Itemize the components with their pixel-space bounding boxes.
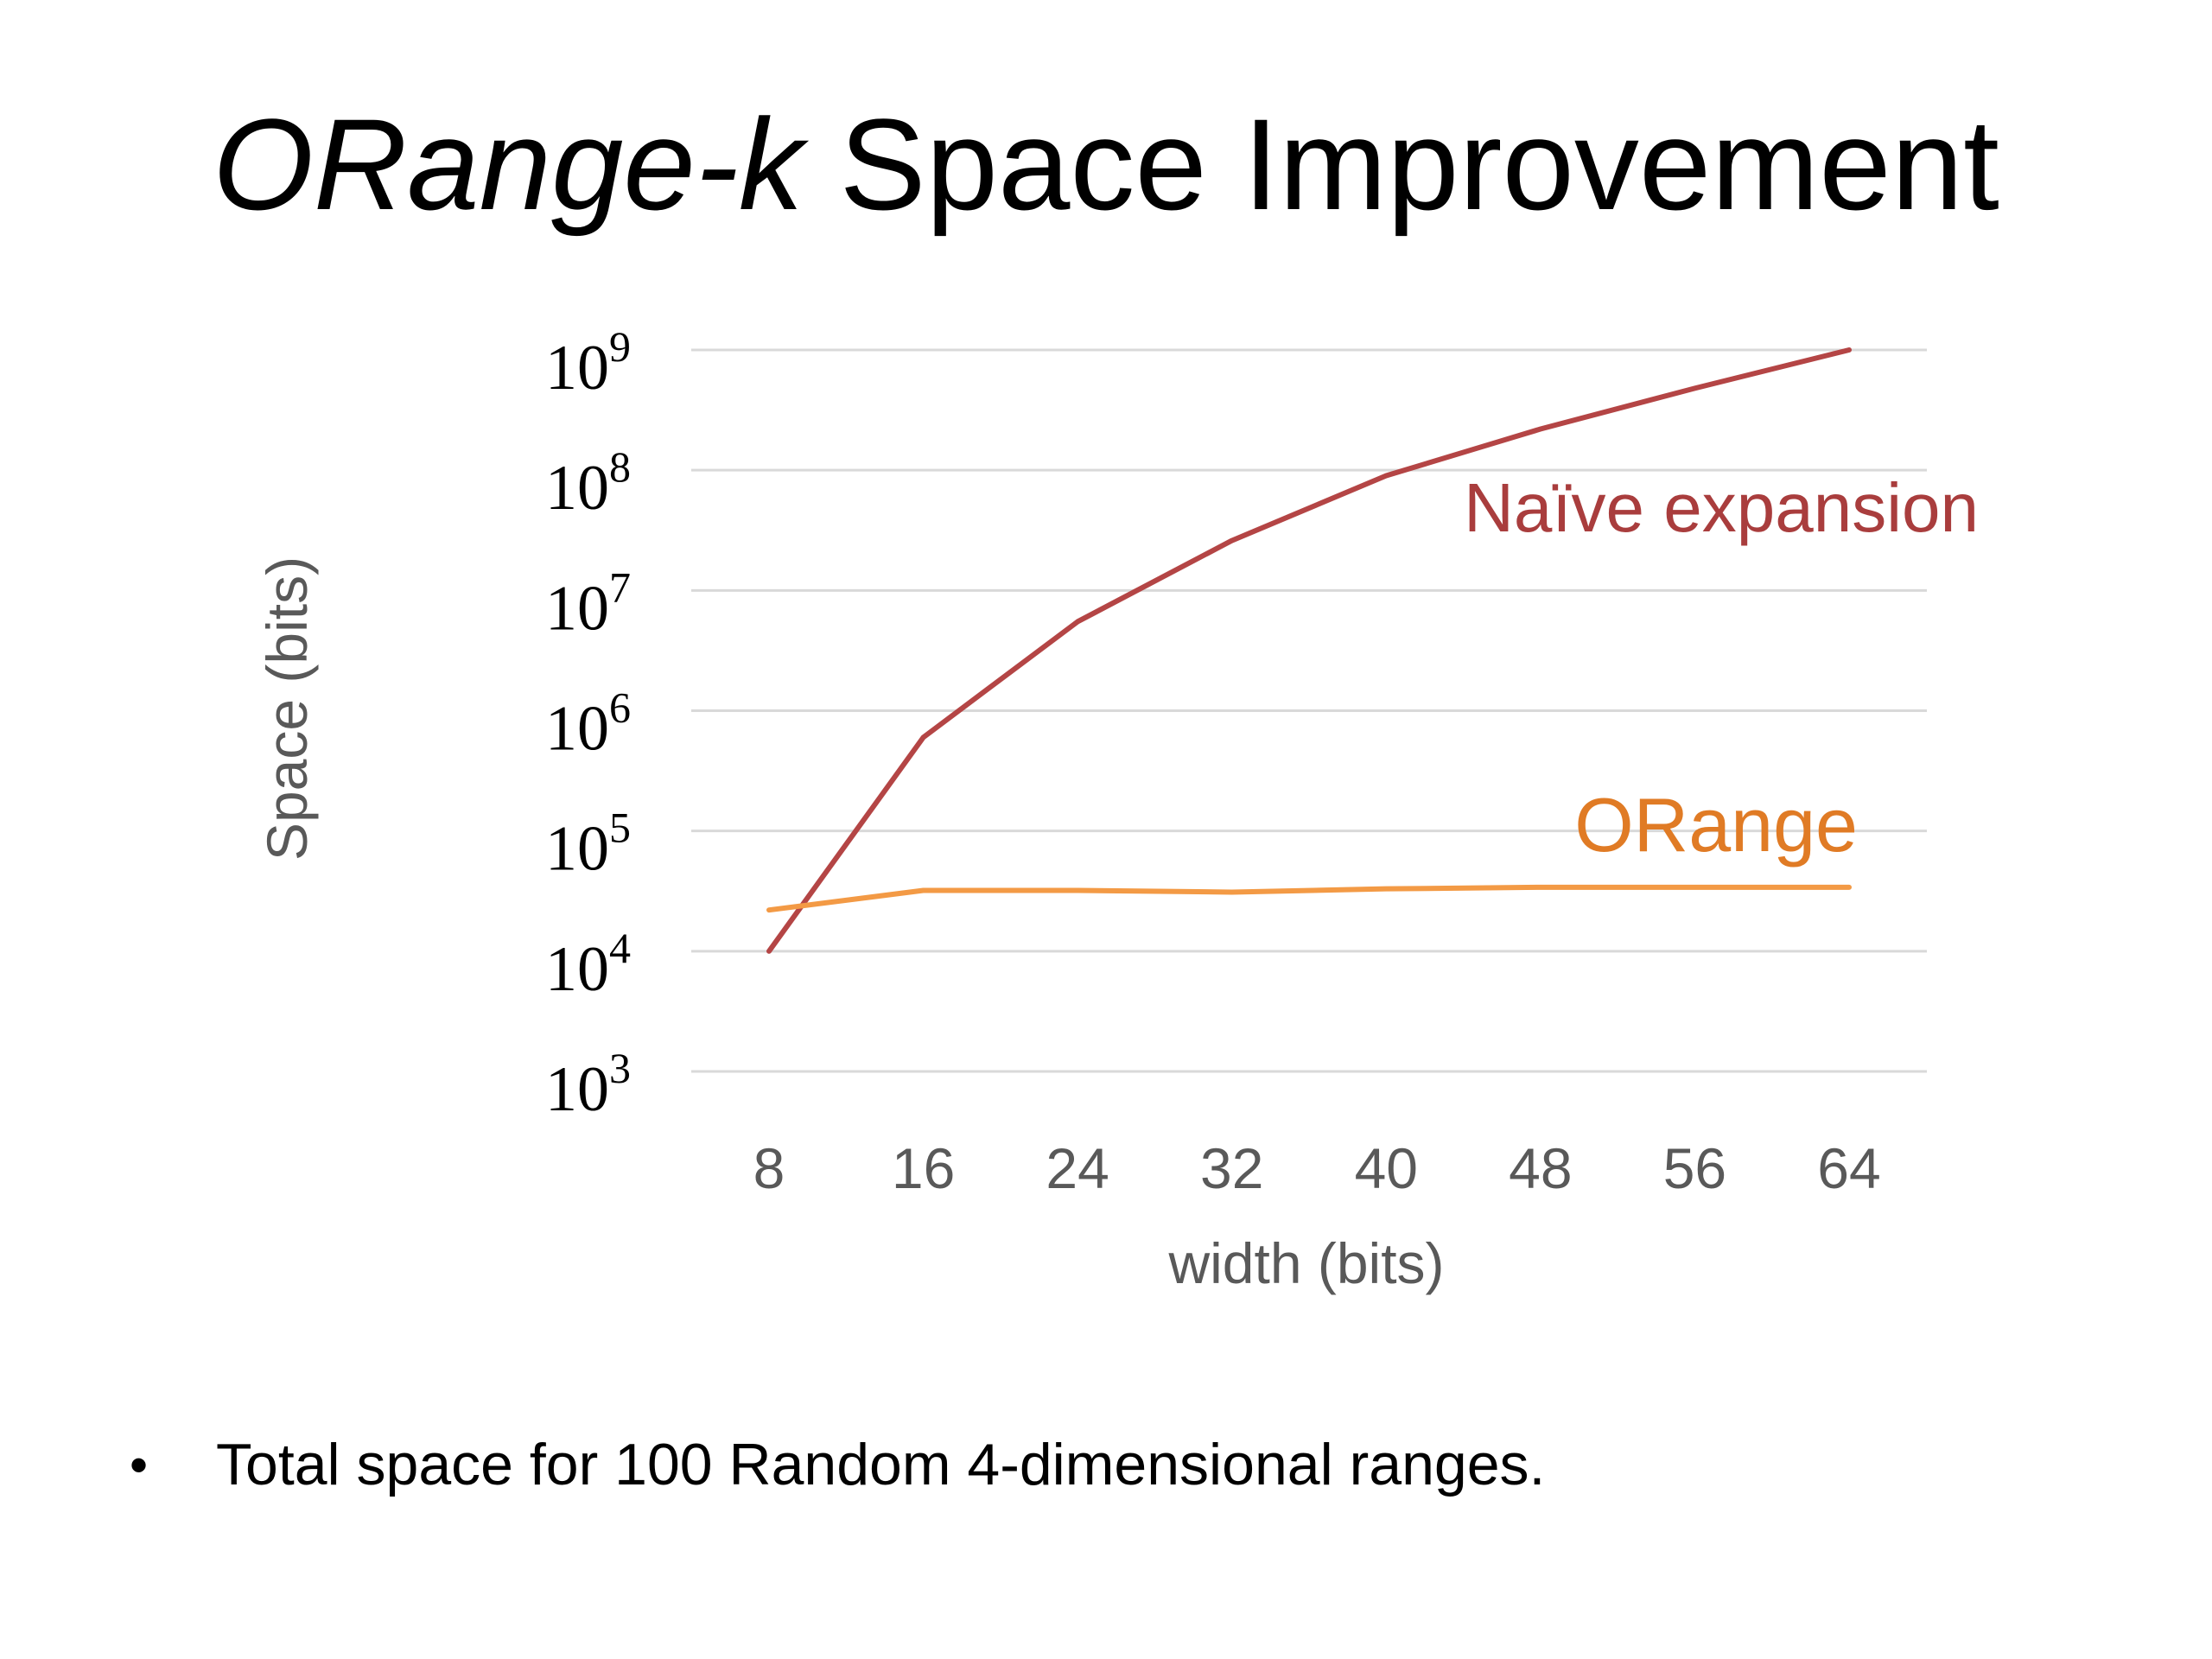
chart: 103 104 105 106 107 108 109 8 16 24 32 40 48 56 64 Na… bbox=[255, 322, 1979, 1295]
series-label-1: ORange bbox=[1574, 782, 1858, 868]
x-tick-label: 16 bbox=[892, 1136, 955, 1200]
slide-title-rest: Space Improvement bbox=[803, 92, 1999, 237]
y-tick-label: 105 bbox=[545, 804, 631, 885]
slide-title-italic: ORange-k bbox=[213, 92, 804, 237]
x-tick-label: 32 bbox=[1200, 1136, 1263, 1200]
y-tick-label: 109 bbox=[545, 322, 631, 404]
series-line-1 bbox=[766, 884, 1852, 913]
x-tick-labels: 8 16 24 32 40 48 56 64 bbox=[753, 1136, 1881, 1200]
x-tick-label: 56 bbox=[1663, 1136, 1726, 1200]
bullet-item: • Total space for 100 Random 4-dimension… bbox=[130, 1426, 1545, 1503]
series-lines bbox=[766, 347, 1852, 954]
x-tick-label: 48 bbox=[1509, 1136, 1572, 1200]
bullet-text: Total space for 100 Random 4-dimensional… bbox=[216, 1432, 1546, 1497]
x-tick-label: 24 bbox=[1046, 1136, 1109, 1200]
grid-lines bbox=[691, 348, 1927, 1073]
y-tick-label: 108 bbox=[545, 442, 631, 524]
series-line-0 bbox=[766, 347, 1852, 954]
x-tick-label: 64 bbox=[1817, 1136, 1880, 1200]
y-tick-label: 107 bbox=[545, 563, 631, 644]
x-tick-label: 8 bbox=[753, 1136, 785, 1200]
slide-title: ORange-k Space Improvement bbox=[0, 91, 2212, 238]
y-axis-label: Space (bits) bbox=[255, 556, 319, 861]
x-tick-label: 40 bbox=[1355, 1136, 1418, 1200]
y-tick-label: 106 bbox=[545, 683, 631, 765]
y-tick-labels: 103 104 105 106 107 108 109 bbox=[545, 322, 631, 1125]
y-tick-label: 103 bbox=[545, 1044, 631, 1125]
series-label-0: Naïve expansion bbox=[1464, 469, 1979, 546]
series-labels: Naïve expansion ORange bbox=[1464, 469, 1979, 868]
bullet-dot: • bbox=[130, 1435, 149, 1494]
y-tick-label: 104 bbox=[545, 924, 631, 1005]
x-axis-label: width (bits) bbox=[1167, 1231, 1444, 1295]
